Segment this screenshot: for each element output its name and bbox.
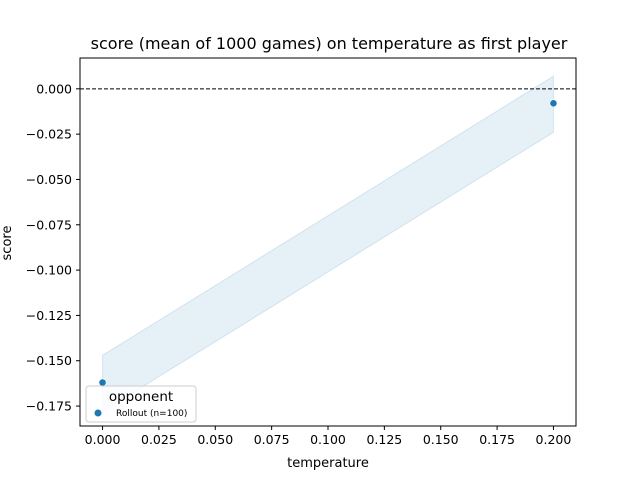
x-tick-label: 0.175	[479, 432, 515, 447]
x-tick-label: 0.050	[197, 432, 233, 447]
x-axis-label: temperature	[287, 456, 369, 471]
y-tick-label: −0.175	[26, 399, 72, 414]
chart-title: score (mean of 1000 games) on temperatur…	[91, 34, 568, 53]
data-point-0-1	[549, 99, 558, 108]
legend-title: opponent	[109, 389, 173, 405]
x-tick-label: 0.125	[366, 432, 402, 447]
y-tick-label: −0.150	[26, 353, 72, 368]
y-tick-label: −0.100	[26, 263, 72, 278]
legend: opponent Rollout (n=100)	[85, 385, 197, 423]
y-tick-label: 0.000	[36, 81, 72, 96]
points-layer	[98, 99, 558, 387]
x-tick-label: 0.200	[536, 432, 572, 447]
data-point-0-0	[98, 378, 107, 387]
x-tick-label: 0.075	[254, 432, 290, 447]
y-axis-ticks: 0.000 −0.025 −0.050 −0.075 −0.100 −0.125 −0.15…	[26, 81, 80, 414]
legend-entry-label: Rollout (n=100)	[116, 409, 187, 419]
x-axis-ticks: 0.000 0.025 0.050 0.075 0.100 0.125 0.150 0.175…	[85, 426, 572, 447]
y-tick-label: −0.050	[26, 172, 72, 187]
x-tick-label: 0.000	[85, 432, 121, 447]
x-tick-label: 0.025	[141, 432, 177, 447]
y-tick-label: −0.125	[26, 308, 72, 323]
y-axis-label: score	[0, 226, 15, 261]
y-tick-label: −0.025	[26, 127, 72, 142]
x-tick-label: 0.100	[310, 432, 346, 447]
legend-marker	[94, 409, 102, 417]
y-tick-label: −0.075	[26, 217, 72, 232]
legend-box	[85, 385, 197, 423]
x-tick-label: 0.150	[423, 432, 459, 447]
